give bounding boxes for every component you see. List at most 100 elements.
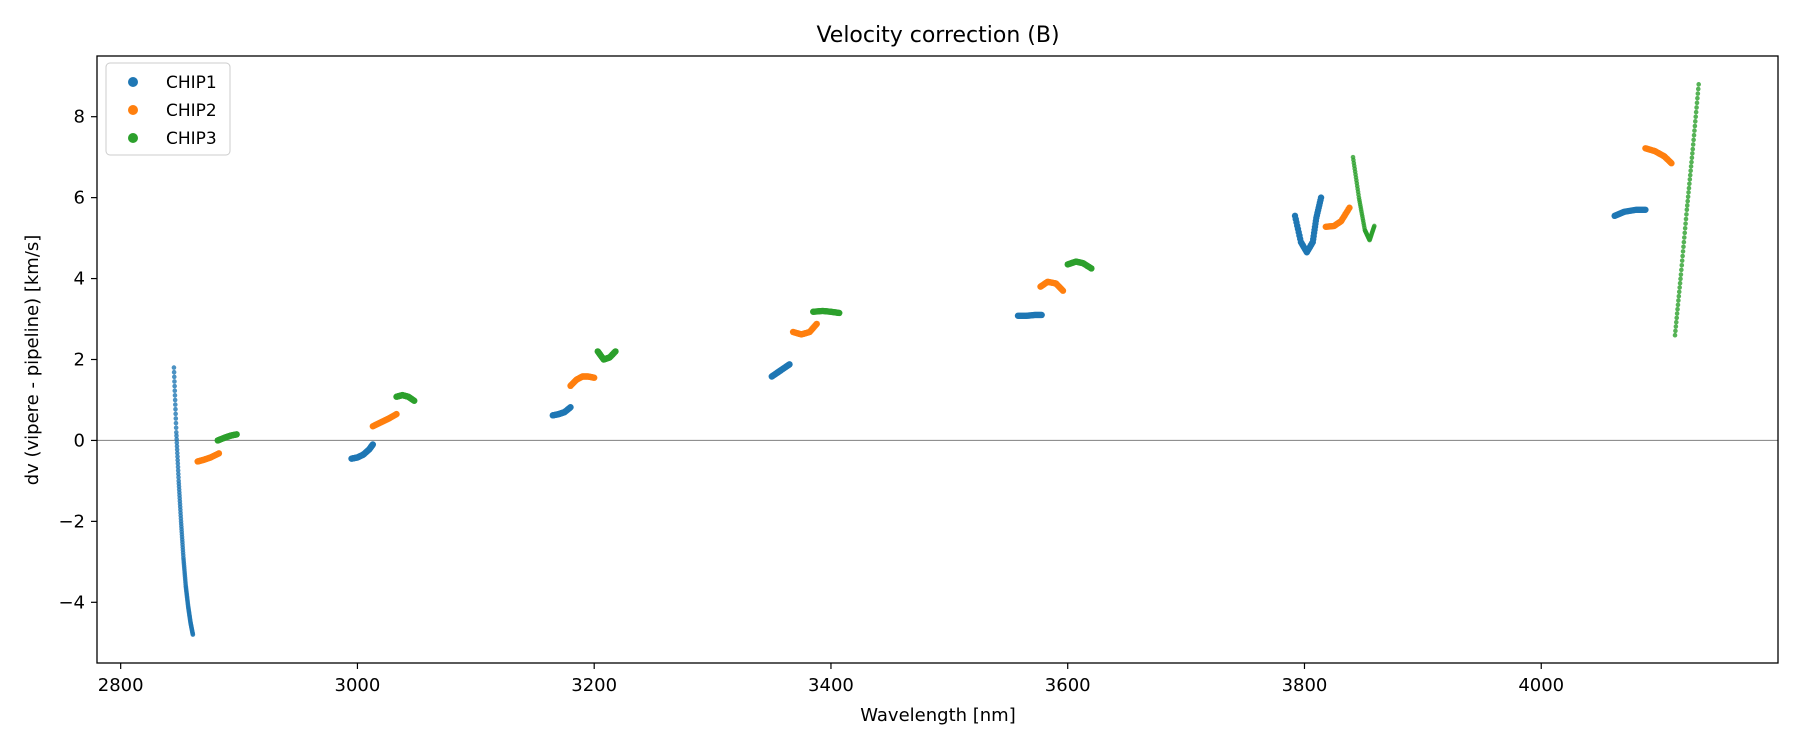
data-point: [1694, 105, 1699, 110]
data-point: [1679, 258, 1685, 263]
data-point: [175, 468, 181, 473]
data-point: [1689, 159, 1694, 165]
data-point: [176, 471, 181, 477]
data-point: [1682, 230, 1688, 236]
chart-title: Velocity correction (B): [816, 23, 1059, 48]
data-point: [590, 374, 598, 381]
series-chip1: [171, 194, 1649, 637]
x-tick-label: 3800: [1282, 675, 1328, 696]
data-point: [174, 447, 180, 452]
data-point: [172, 388, 178, 394]
series-chip3: [214, 82, 1701, 444]
data-point: [1674, 311, 1680, 316]
data-point: [1693, 109, 1699, 115]
data-point: [1674, 315, 1680, 321]
data-point: [1346, 204, 1353, 211]
data-point: [1372, 223, 1377, 229]
axis-ticks: 2800 3000 3200 3400 3600 3800 4000 −4 −2 0 2 4 6 8: [58, 107, 1564, 696]
data-point: [1686, 185, 1692, 191]
data-point: [233, 431, 240, 438]
x-tick-label: 3400: [808, 675, 854, 696]
data-point: [175, 464, 181, 470]
data-point: [1317, 194, 1325, 201]
data-point: [173, 411, 178, 417]
legend-label-chip1: CHIP1: [166, 73, 217, 93]
data-point: [174, 440, 180, 446]
data-point: [215, 450, 223, 457]
data-point: [1690, 151, 1695, 156]
data-point: [171, 374, 177, 380]
legend-marker-chip2: [128, 105, 138, 115]
data-point: [1690, 142, 1696, 147]
data-point: [1693, 114, 1699, 119]
data-point: [171, 365, 177, 370]
data-point: [1681, 244, 1686, 250]
data-point: [173, 402, 178, 407]
data-point: [1676, 289, 1682, 295]
data-point: [173, 406, 178, 412]
data-point: [1679, 262, 1685, 268]
data-point: [1690, 146, 1696, 152]
data-point: [172, 379, 177, 384]
data-point: [1692, 128, 1697, 133]
data-points: [171, 82, 1701, 637]
data-point: [1688, 168, 1693, 174]
y-tick-label: −4: [58, 592, 85, 613]
data-point: [1687, 181, 1692, 187]
data-point: [1684, 212, 1689, 217]
data-point: [1679, 267, 1684, 273]
data-point: [1696, 82, 1701, 87]
data-point: [173, 416, 179, 421]
data-point: [1675, 306, 1680, 312]
data-point: [1675, 302, 1681, 308]
data-point: [567, 404, 574, 411]
data-point: [1676, 298, 1681, 303]
data-point: [1695, 95, 1700, 101]
y-tick-label: 8: [74, 107, 85, 128]
plot-frame: [96, 55, 1779, 664]
data-point: [1059, 287, 1067, 294]
y-axis-label: dv (vipere - pipeline) [km/s]: [22, 235, 43, 486]
data-point: [1038, 311, 1045, 319]
data-point: [1692, 123, 1698, 129]
legend: CHIP1 CHIP2 CHIP3: [105, 62, 231, 156]
x-axis-label: Wavelength [nm]: [860, 705, 1016, 726]
y-tick-label: 0: [74, 430, 85, 451]
legend-label-chip3: CHIP3: [166, 129, 217, 149]
data-point: [173, 425, 179, 431]
data-point: [1685, 198, 1690, 204]
data-point: [1683, 221, 1688, 226]
data-point: [1693, 119, 1698, 124]
data-point: [1677, 280, 1683, 286]
x-tick-label: 3000: [335, 675, 381, 696]
data-point: [190, 632, 196, 637]
data-point: [612, 348, 619, 355]
data-point: [1688, 164, 1694, 169]
data-point: [1676, 293, 1682, 299]
data-point: [836, 309, 843, 317]
x-tick-label: 3200: [571, 675, 617, 696]
data-point: [1668, 160, 1675, 167]
data-point: [1673, 328, 1678, 334]
x-tick-label: 3600: [1045, 675, 1091, 696]
data-point: [1684, 203, 1690, 208]
data-point: [411, 397, 418, 404]
data-point: [174, 443, 180, 449]
data-point: [174, 433, 179, 439]
data-point: [1682, 225, 1688, 231]
data-point: [174, 430, 179, 435]
data-point: [175, 454, 180, 459]
y-tick-label: −2: [58, 511, 85, 532]
data-point: [1680, 253, 1685, 259]
data-point: [1684, 207, 1690, 213]
data-point: [786, 361, 793, 368]
x-tick-label: 4000: [1518, 675, 1564, 696]
data-point: [176, 475, 181, 480]
data-point: [1694, 100, 1700, 106]
data-point: [172, 397, 178, 403]
data-point: [1687, 172, 1693, 178]
data-point: [1683, 216, 1689, 222]
data-point: [1695, 91, 1701, 96]
